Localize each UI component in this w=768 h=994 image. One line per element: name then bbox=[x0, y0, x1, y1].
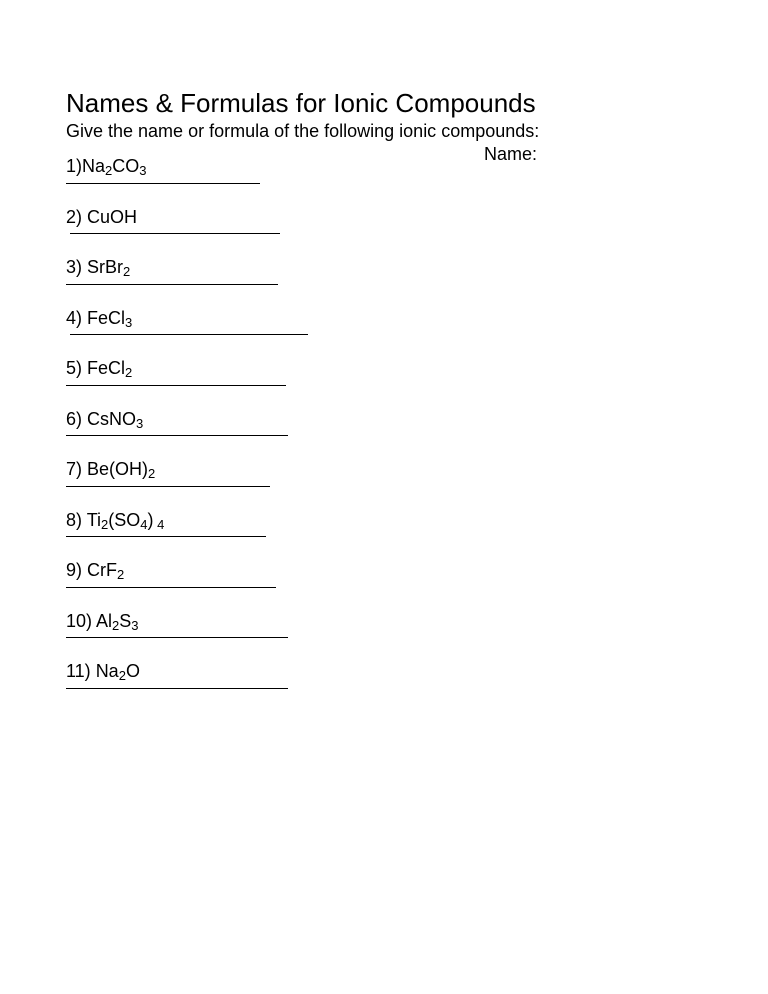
question-number: 9) bbox=[66, 560, 87, 580]
question-text: 5) FeCl2 bbox=[66, 357, 702, 380]
question-item: 11) Na2O bbox=[66, 660, 702, 689]
formula-text: CuOH bbox=[87, 207, 137, 227]
formula-subscript: 4 bbox=[140, 517, 147, 532]
formula-subscript: 3 bbox=[125, 315, 132, 330]
formula-subscript: 2 bbox=[125, 365, 132, 380]
formula-subscript: 2 bbox=[101, 517, 108, 532]
formula-text: (SO bbox=[108, 510, 140, 530]
formula-text: FeCl bbox=[87, 358, 125, 378]
question-text: 3) SrBr2 bbox=[66, 256, 702, 279]
question-text: 7) Be(OH)2 bbox=[66, 458, 702, 481]
formula-subscript: 3 bbox=[139, 163, 146, 178]
formula-subscript: 2 bbox=[105, 163, 112, 178]
answer-line[interactable] bbox=[66, 180, 260, 184]
formula-text: CsNO bbox=[87, 409, 136, 429]
answer-line[interactable] bbox=[66, 685, 288, 689]
instructions-text: Give the name or formula of the followin… bbox=[66, 121, 702, 142]
question-number: 3) bbox=[66, 257, 87, 277]
formula-text: Ti bbox=[87, 510, 101, 530]
formula-text: ) bbox=[148, 510, 154, 530]
question-text: 2) CuOH bbox=[66, 206, 702, 229]
question-number: 2) bbox=[66, 207, 87, 227]
answer-line[interactable] bbox=[66, 533, 266, 537]
formula-text: FeCl bbox=[87, 308, 125, 328]
question-number: 7) bbox=[66, 459, 87, 479]
formula-subscript: 2 bbox=[123, 264, 130, 279]
formula-text: Be(OH) bbox=[87, 459, 148, 479]
question-number: 5) bbox=[66, 358, 87, 378]
page-title: Names & Formulas for Ionic Compounds bbox=[66, 88, 702, 119]
answer-line[interactable] bbox=[66, 432, 288, 436]
questions-list: 1)Na2CO32) CuOH3) SrBr24) FeCl35) FeCl26… bbox=[66, 155, 702, 689]
question-text: 4) FeCl3 bbox=[66, 307, 702, 330]
question-item: 4) FeCl3 bbox=[66, 307, 702, 336]
formula-subscript: 2 bbox=[112, 618, 119, 633]
answer-line[interactable] bbox=[70, 331, 308, 335]
question-number: 6) bbox=[66, 409, 87, 429]
formula-text: S bbox=[119, 611, 131, 631]
question-text: 8) Ti2(SO4) 4 bbox=[66, 509, 702, 532]
question-item: 3) SrBr2 bbox=[66, 256, 702, 285]
question-number: 10) bbox=[66, 611, 96, 631]
question-item: 2) CuOH bbox=[66, 206, 702, 235]
question-item: 7) Be(OH)2 bbox=[66, 458, 702, 487]
question-item: 6) CsNO3 bbox=[66, 408, 702, 437]
question-item: 8) Ti2(SO4) 4 bbox=[66, 509, 702, 538]
answer-line[interactable] bbox=[70, 230, 280, 234]
question-number: 11) bbox=[66, 661, 96, 681]
question-text: 10) Al2S3 bbox=[66, 610, 702, 633]
formula-subscript: 3 bbox=[131, 618, 138, 633]
answer-line[interactable] bbox=[66, 584, 276, 588]
question-item: 5) FeCl2 bbox=[66, 357, 702, 386]
question-number: 4) bbox=[66, 308, 87, 328]
question-item: 9) CrF2 bbox=[66, 559, 702, 588]
formula-text: Na bbox=[82, 156, 105, 176]
formula-subscript: 3 bbox=[136, 416, 143, 431]
question-item: 1)Na2CO3 bbox=[66, 155, 702, 184]
question-number: 1) bbox=[66, 156, 82, 176]
formula-subscript: 2 bbox=[119, 668, 126, 683]
answer-line[interactable] bbox=[66, 281, 278, 285]
question-text: 1)Na2CO3 bbox=[66, 155, 702, 178]
formula-subscript: 2 bbox=[148, 466, 155, 481]
question-text: 11) Na2O bbox=[66, 660, 702, 683]
answer-line[interactable] bbox=[66, 382, 286, 386]
formula-text: O bbox=[126, 661, 140, 681]
worksheet-page: Names & Formulas for Ionic Compounds Giv… bbox=[0, 0, 768, 751]
formula-text: Al bbox=[96, 611, 112, 631]
question-text: 6) CsNO3 bbox=[66, 408, 702, 431]
formula-text: CO bbox=[112, 156, 139, 176]
question-text: 9) CrF2 bbox=[66, 559, 702, 582]
question-item: 10) Al2S3 bbox=[66, 610, 702, 639]
formula-text: CrF bbox=[87, 560, 117, 580]
formula-text: Na bbox=[96, 661, 119, 681]
question-number: 8) bbox=[66, 510, 87, 530]
answer-line[interactable] bbox=[66, 634, 288, 638]
formula-subscript: 2 bbox=[117, 567, 124, 582]
answer-line[interactable] bbox=[66, 483, 270, 487]
formula-subscript: 4 bbox=[154, 517, 165, 532]
formula-text: SrBr bbox=[87, 257, 123, 277]
